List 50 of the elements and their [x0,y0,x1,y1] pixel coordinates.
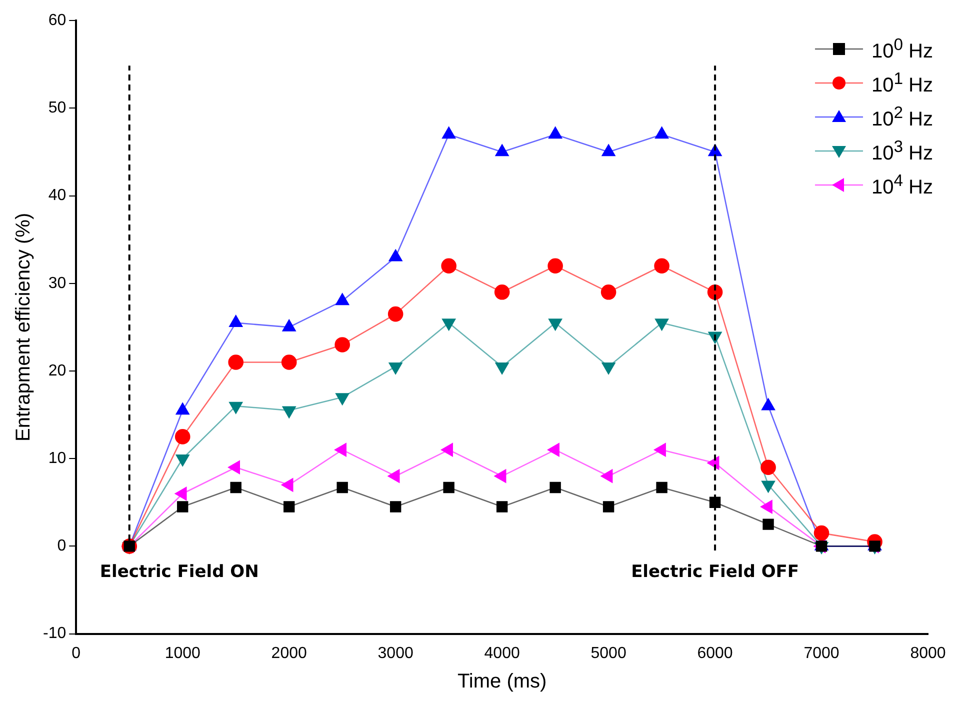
x-tick-label: 8000 [910,644,946,662]
x-tick-label: 5000 [590,644,626,662]
point [443,482,454,494]
legend-label: 10$^{0}$ Hz [871,34,933,64]
legend-label: 10$^{3}$ Hz [871,136,933,166]
point [283,501,295,512]
y-tick-label: 60 [48,12,66,30]
point [814,525,830,541]
point [230,482,242,494]
point [336,482,348,494]
x-tick-label: 4000 [484,644,520,662]
x-tick-label: 0 [72,644,81,662]
x-tick-label: 1000 [164,644,201,662]
point [654,258,670,274]
y-tick-label: 10 [48,450,66,468]
x-tick-label: 3000 [378,644,414,662]
point [600,284,616,300]
legend-label: 10$^{4}$ Hz [871,170,933,200]
point [602,501,614,512]
y-tick-label: 40 [48,187,66,204]
point [550,482,561,494]
x-axis-title: Time (ms) [457,670,547,693]
point [496,501,508,512]
y-axis-title: Entrapment efficiency (%) [12,212,35,442]
ref-line-label: Electric Field ON [100,562,259,582]
y-tick-label: 0 [57,538,66,555]
y-tick-label: 20 [48,362,66,380]
point [816,540,828,552]
point [760,460,776,476]
x-tick-label: 6000 [697,644,733,662]
point [281,354,297,370]
point [334,337,350,352]
point [228,354,244,370]
point [388,306,404,322]
point [656,482,668,494]
point [548,258,563,274]
x-tick-label: 2000 [271,644,307,662]
point [494,284,510,300]
y-tick-label: 50 [48,100,66,117]
point [174,429,190,444]
y-tick-label: -10 [43,625,66,642]
legend-label: 10$^{2}$ Hz [871,102,933,132]
point [762,518,774,530]
point [441,258,456,274]
legend-label: 10$^{1}$ Hz [871,68,933,98]
x-tick-label: 7000 [804,644,840,662]
y-tick-label: 30 [48,274,66,292]
point [390,501,402,512]
ref-line-label: Electric Field OFF [631,562,800,582]
point [177,501,188,512]
